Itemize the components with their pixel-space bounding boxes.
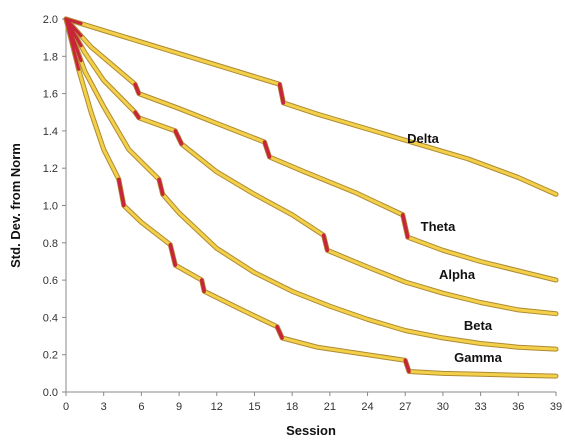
series-line	[64, 17, 558, 196]
x-tick-label: 9	[176, 401, 182, 413]
y-tick-label: 0.6	[43, 275, 58, 287]
y-tick-label: 1.8	[43, 51, 58, 63]
series-line	[64, 17, 558, 316]
x-tick-label: 0	[63, 401, 69, 413]
series-layer	[63, 16, 559, 379]
series-drop-marker	[199, 278, 206, 294]
x-tick-label: 21	[324, 401, 336, 413]
series-drop-marker	[400, 213, 410, 239]
series-line	[64, 17, 558, 282]
x-tick-label: 12	[211, 401, 223, 413]
series-drop-marker	[262, 140, 272, 159]
origin-marker	[64, 17, 81, 71]
x-tick-label: 39	[550, 401, 562, 413]
axes: 0.00.20.40.60.81.01.21.41.61.82.00 3 6 9 12 1…	[43, 14, 562, 413]
x-tick-label: 33	[474, 401, 486, 413]
series-line-outline	[63, 16, 559, 283]
x-tick-label: 24	[361, 401, 373, 413]
series-label: Gamma	[454, 350, 502, 365]
y-tick-label: 2.0	[43, 14, 58, 26]
x-tick-label: 18	[286, 401, 298, 413]
x-tick-label: 30	[437, 401, 449, 413]
series-drop-marker	[168, 242, 178, 267]
series-line	[64, 17, 558, 378]
series-drop-marker	[133, 82, 141, 96]
y-tick-label: 1.6	[43, 89, 58, 101]
x-tick-label: 36	[512, 401, 524, 413]
series-drop-marker	[117, 177, 126, 208]
y-tick-label: 0.4	[43, 312, 58, 324]
y-tick-label: 0.0	[43, 387, 58, 399]
series-drop-marker	[133, 110, 141, 120]
series-drop-marker	[403, 358, 411, 374]
x-tick-label: 3	[101, 401, 107, 413]
series-label: Delta	[407, 131, 440, 146]
x-tick-label: 6	[138, 401, 144, 413]
series-label: Beta	[464, 318, 493, 333]
series-drop-marker	[275, 324, 284, 340]
y-tick-label: 1.0	[43, 201, 58, 213]
y-tick-label: 0.2	[43, 350, 58, 362]
series-label: Alpha	[439, 267, 476, 282]
x-tick-label: 15	[248, 401, 260, 413]
series-label: Theta	[421, 219, 456, 234]
series-drop-marker	[173, 129, 184, 146]
series-drop-marker	[321, 233, 330, 253]
series-drop-marker	[277, 82, 286, 105]
y-tick-label: 1.4	[43, 126, 58, 138]
y-axis-title: Std. Dev. from Norm	[8, 143, 23, 268]
y-tick-label: 0.8	[43, 238, 58, 250]
series-labels: Delta Theta Alpha Beta Gamma	[407, 131, 503, 365]
x-tick-label: 27	[399, 401, 411, 413]
x-axis-title: Session	[286, 423, 336, 438]
series-line-outline	[63, 16, 559, 197]
y-tick-label: 1.2	[43, 163, 58, 175]
series-drop-marker	[157, 177, 165, 197]
series-line	[64, 17, 558, 351]
